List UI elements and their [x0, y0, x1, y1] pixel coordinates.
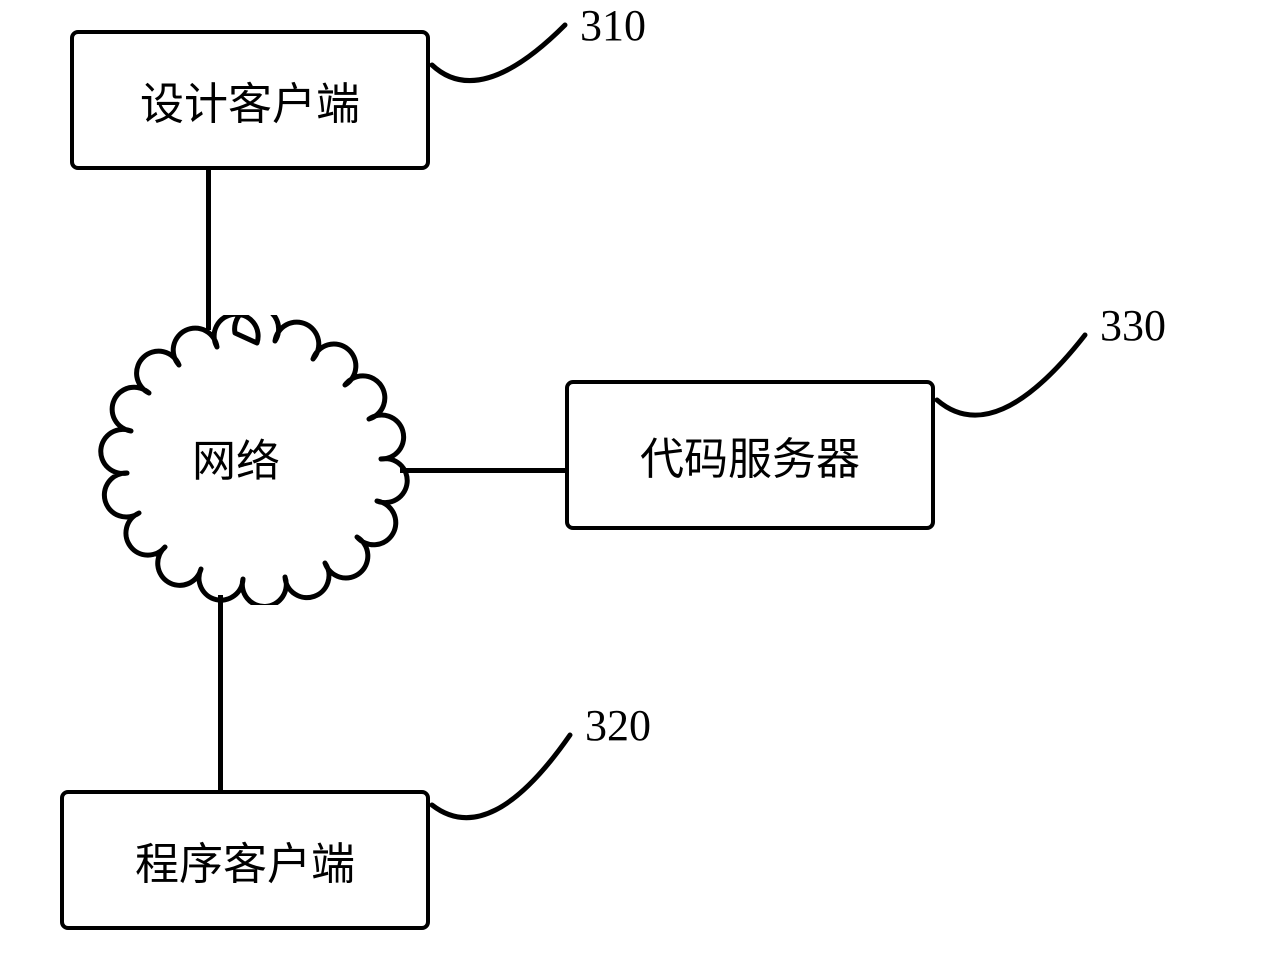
edge-network-to-server — [400, 468, 565, 473]
node-network-label: 网络 — [192, 425, 280, 489]
node-program-client-label: 程序客户端 — [135, 828, 355, 892]
node-design-client-label: 设计客户端 — [140, 68, 360, 132]
node-design-client: 设计客户端 — [70, 30, 430, 170]
ref-330: 330 — [1100, 300, 1166, 351]
node-code-server: 代码服务器 — [565, 380, 935, 530]
ref-320: 320 — [585, 700, 651, 751]
network-diagram: 设计客户端 310 网络 代码服务器 330 程序客户端 320 — [0, 0, 1276, 964]
leader-330 — [925, 320, 1125, 450]
ref-310: 310 — [580, 0, 646, 51]
node-program-client: 程序客户端 — [60, 790, 430, 930]
node-code-server-label: 代码服务器 — [640, 423, 860, 487]
edge-network-to-program — [218, 595, 223, 790]
edge-design-to-network — [206, 170, 211, 330]
